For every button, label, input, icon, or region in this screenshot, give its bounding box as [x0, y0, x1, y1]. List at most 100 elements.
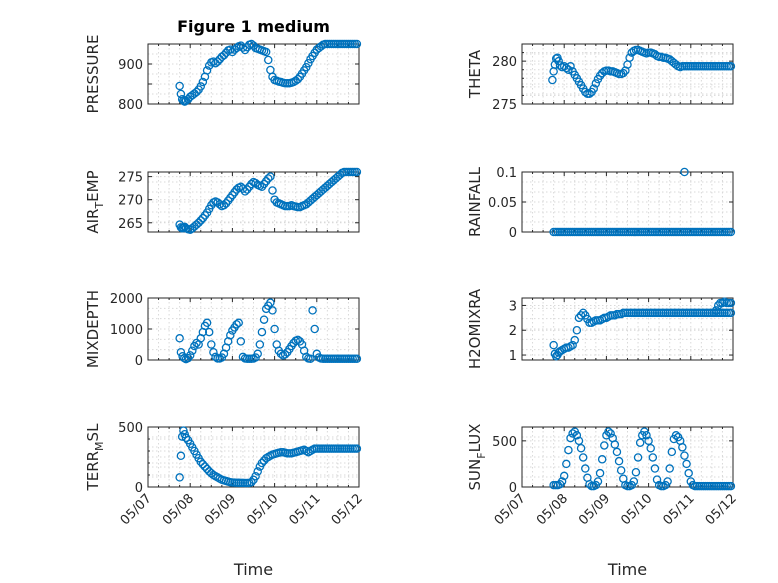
data-point: [211, 352, 220, 362]
data-point: [629, 477, 639, 486]
data-point: [549, 340, 558, 350]
data-point: [196, 457, 205, 467]
x-tick-label: 05/09: [202, 491, 239, 528]
x-tick-label: 05/07: [118, 491, 155, 528]
data-point: [207, 340, 216, 349]
data-point: [293, 74, 303, 84]
x-tick-label: 05/12: [703, 491, 740, 528]
data-point: [635, 438, 645, 447]
y-axis-label: RAINFALL: [466, 166, 484, 237]
y-tick-label: 270: [118, 194, 143, 209]
data-point: [682, 459, 691, 469]
data-point: [671, 431, 681, 440]
data-point: [268, 186, 277, 195]
y-axis-label: AIRTEMP: [84, 170, 106, 233]
data-point: [578, 453, 588, 462]
x-tick-label: 05/08: [534, 491, 571, 528]
data-point: [257, 458, 267, 468]
data-point: [204, 327, 214, 337]
data-point: [175, 81, 184, 91]
data-point: [604, 427, 613, 436]
data-point: [175, 334, 184, 343]
data-point: [175, 473, 184, 482]
data-point: [236, 337, 246, 346]
data-point: [578, 308, 588, 318]
data-point: [219, 50, 229, 60]
data-point: [548, 75, 557, 85]
data-point: [562, 63, 571, 73]
data-point: [726, 298, 736, 308]
data-point: [711, 306, 721, 315]
data-point: [593, 477, 603, 486]
data-point: [264, 174, 273, 183]
x-tick-label: 05/12: [329, 491, 366, 528]
data-point: [200, 462, 210, 471]
y-tick-label: 265: [118, 217, 143, 232]
x-tick-label: 05/10: [244, 491, 281, 528]
panel-terr-msl: 0 500 TERRMSL 05/07 05/08 05/09 05/10 05/11 05/1…: [84, 421, 366, 579]
data-point: [572, 325, 582, 335]
data-point: [253, 349, 262, 359]
data-point: [251, 178, 260, 188]
y-tick-label: 1: [509, 349, 517, 364]
data-point: [240, 187, 250, 196]
x-tick-label: 05/09: [576, 491, 613, 528]
data-point: [713, 301, 723, 310]
panel-air-temp: 265 270 275 AIRTEMP: [84, 167, 362, 234]
data-point: [352, 167, 362, 177]
data-point: [304, 58, 313, 68]
data-point: [680, 451, 689, 460]
data-point: [576, 443, 586, 453]
data-point: [352, 39, 362, 49]
data-point: [306, 354, 315, 364]
data-point: [631, 467, 641, 477]
data-point: [247, 179, 256, 189]
chart-title: Figure 1 medium: [177, 17, 330, 36]
data-point: [650, 464, 660, 473]
y-tick-label: 0.1: [496, 166, 517, 181]
data-point: [261, 47, 271, 57]
data-point: [232, 185, 241, 194]
data-point: [557, 477, 567, 486]
y-axis-label: THETA: [466, 49, 484, 99]
panel-rainfall: 0 0.05 0.1 RAINFALL: [466, 166, 736, 241]
data-point: [192, 338, 201, 348]
x-tick-label: 05/11: [287, 491, 324, 528]
data-point: [606, 429, 615, 438]
data-point: [259, 315, 269, 324]
y-tick-label: 3: [509, 299, 517, 314]
data-point: [551, 54, 561, 63]
data-point: [215, 200, 224, 209]
y-axis-label: PRESSURE: [84, 35, 102, 114]
data-point: [177, 94, 187, 104]
data-point: [209, 347, 218, 357]
y-axis-label: TERRMSL: [84, 423, 106, 492]
data-point: [572, 431, 582, 440]
y-tick-label: 1000: [110, 323, 143, 338]
data-point: [301, 352, 311, 362]
data-point: [253, 467, 262, 476]
data-point: [589, 84, 598, 93]
y-tick-label: 0: [135, 481, 143, 496]
y-tick-label: 500: [492, 435, 517, 450]
y-tick-label: 800: [118, 98, 143, 113]
data-point: [595, 468, 605, 478]
data-point: [591, 79, 601, 88]
data-point: [177, 432, 187, 441]
data-point: [667, 447, 677, 457]
data-point: [255, 340, 265, 349]
data-point: [576, 311, 586, 320]
data-point: [570, 335, 580, 345]
data-point: [684, 468, 693, 478]
data-point: [726, 62, 736, 71]
data-point: [663, 477, 672, 486]
data-point: [559, 471, 569, 481]
data-point: [614, 456, 624, 466]
data-point: [247, 477, 256, 487]
data-point: [600, 441, 609, 450]
data-point: [648, 453, 658, 462]
x-tick-label: 05/07: [492, 491, 529, 528]
